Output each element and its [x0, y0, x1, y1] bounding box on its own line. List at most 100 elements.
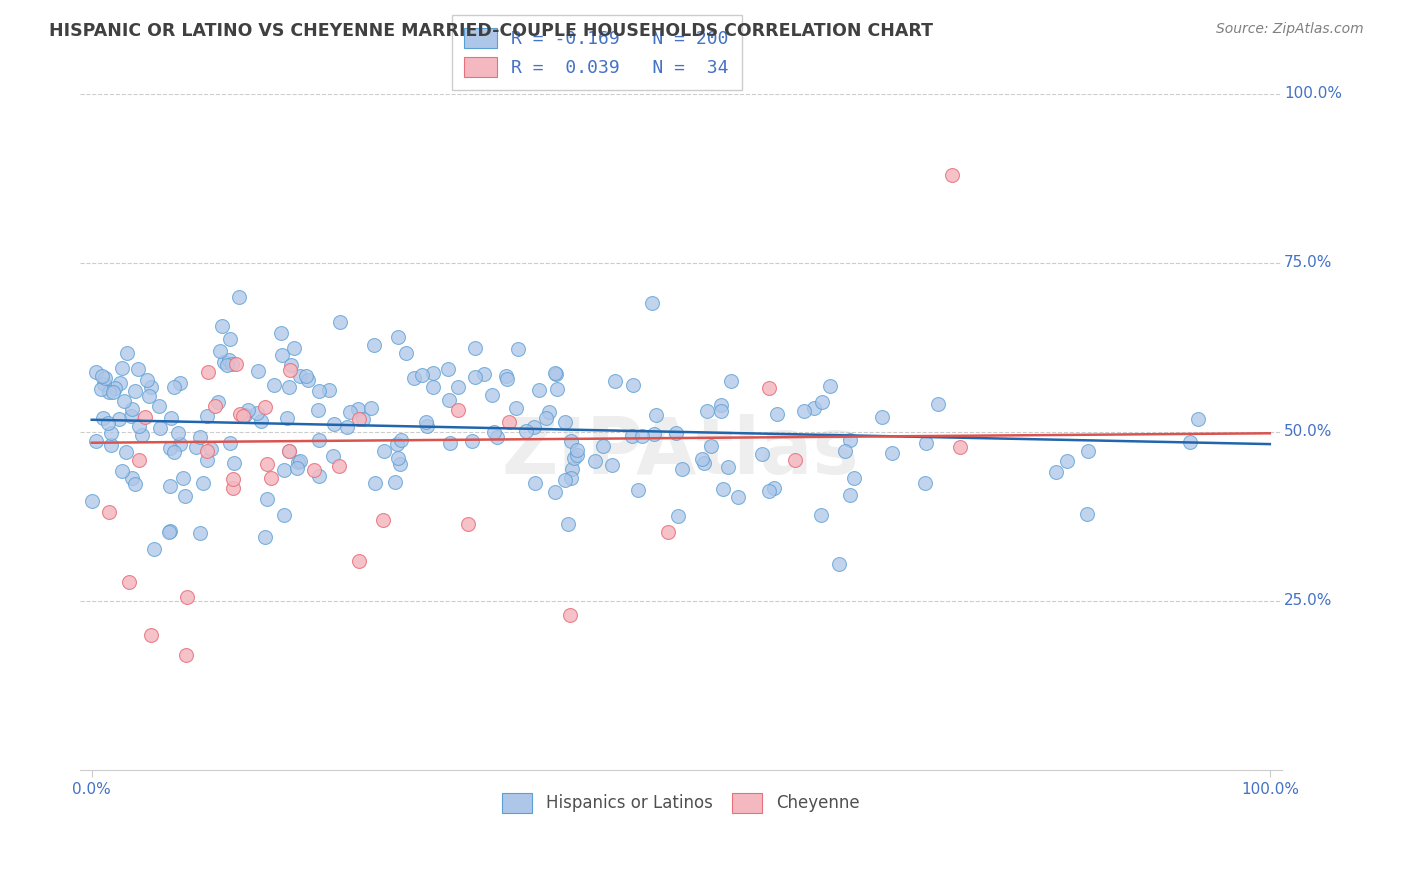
Point: [160, 411, 183, 425]
Point: [276, 411, 298, 425]
Point: [422, 366, 444, 380]
Point: [544, 484, 567, 499]
Point: [546, 382, 568, 396]
Point: [157, 524, 180, 539]
Point: [439, 435, 461, 450]
Point: [159, 479, 181, 493]
Point: [308, 433, 330, 447]
Point: [364, 476, 387, 491]
Point: [134, 409, 156, 424]
Point: [260, 471, 283, 485]
Point: [558, 608, 581, 623]
Point: [159, 524, 181, 538]
Point: [447, 403, 470, 417]
Point: [834, 443, 856, 458]
Point: [544, 367, 567, 381]
Point: [121, 401, 143, 416]
Point: [249, 414, 271, 428]
Point: [225, 357, 247, 371]
Point: [464, 369, 486, 384]
Point: [159, 441, 181, 455]
Point: [621, 378, 644, 392]
Point: [803, 401, 825, 415]
Point: [543, 367, 565, 381]
Point: [720, 374, 742, 388]
Point: [204, 399, 226, 413]
Point: [811, 395, 834, 409]
Point: [246, 406, 269, 420]
Point: [523, 420, 546, 434]
Point: [188, 430, 211, 444]
Point: [256, 457, 278, 471]
Point: [603, 374, 626, 388]
Point: [1056, 454, 1078, 468]
Point: [664, 425, 686, 440]
Point: [94, 371, 117, 385]
Point: [389, 433, 412, 447]
Point: [583, 454, 606, 468]
Point: [560, 471, 582, 485]
Point: [373, 443, 395, 458]
Text: 100.0%: 100.0%: [1284, 87, 1341, 102]
Point: [388, 458, 411, 472]
Point: [278, 363, 301, 377]
Point: [387, 330, 409, 344]
Point: [447, 379, 470, 393]
Point: [322, 450, 344, 464]
Point: [111, 465, 134, 479]
Point: [207, 394, 229, 409]
Point: [762, 481, 785, 495]
Point: [172, 470, 194, 484]
Point: [142, 542, 165, 557]
Point: [402, 371, 425, 385]
Point: [280, 359, 302, 373]
Point: [505, 401, 527, 415]
Point: [415, 415, 437, 429]
Point: [195, 443, 218, 458]
Point: [464, 341, 486, 355]
Point: [870, 410, 893, 425]
Point: [565, 448, 588, 462]
Point: [219, 435, 242, 450]
Point: [645, 409, 668, 423]
Point: [457, 517, 479, 532]
Point: [131, 428, 153, 442]
Point: [100, 438, 122, 452]
Point: [411, 368, 433, 382]
Text: Source: ZipAtlas.com: Source: ZipAtlas.com: [1216, 22, 1364, 37]
Point: [211, 318, 233, 333]
Point: [139, 628, 162, 642]
Point: [666, 508, 689, 523]
Point: [233, 408, 256, 422]
Point: [307, 403, 329, 417]
Point: [270, 348, 292, 362]
Point: [758, 484, 780, 499]
Point: [288, 368, 311, 383]
Point: [785, 453, 807, 467]
Point: [561, 461, 583, 475]
Point: [1077, 444, 1099, 458]
Point: [128, 452, 150, 467]
Point: [641, 296, 664, 310]
Point: [118, 574, 141, 589]
Point: [302, 463, 325, 477]
Point: [219, 332, 242, 346]
Point: [699, 439, 721, 453]
Point: [793, 404, 815, 418]
Point: [880, 445, 903, 459]
Point: [437, 392, 460, 407]
Point: [254, 400, 277, 414]
Point: [1187, 412, 1209, 426]
Point: [100, 425, 122, 440]
Text: ZIPAtlas: ZIPAtlas: [502, 414, 859, 491]
Point: [295, 369, 318, 384]
Point: [1045, 465, 1067, 479]
Point: [200, 442, 222, 456]
Point: [657, 524, 679, 539]
Point: [212, 355, 235, 369]
Point: [461, 434, 484, 448]
Point: [472, 368, 495, 382]
Point: [176, 590, 198, 604]
Point: [562, 451, 585, 466]
Point: [246, 364, 269, 378]
